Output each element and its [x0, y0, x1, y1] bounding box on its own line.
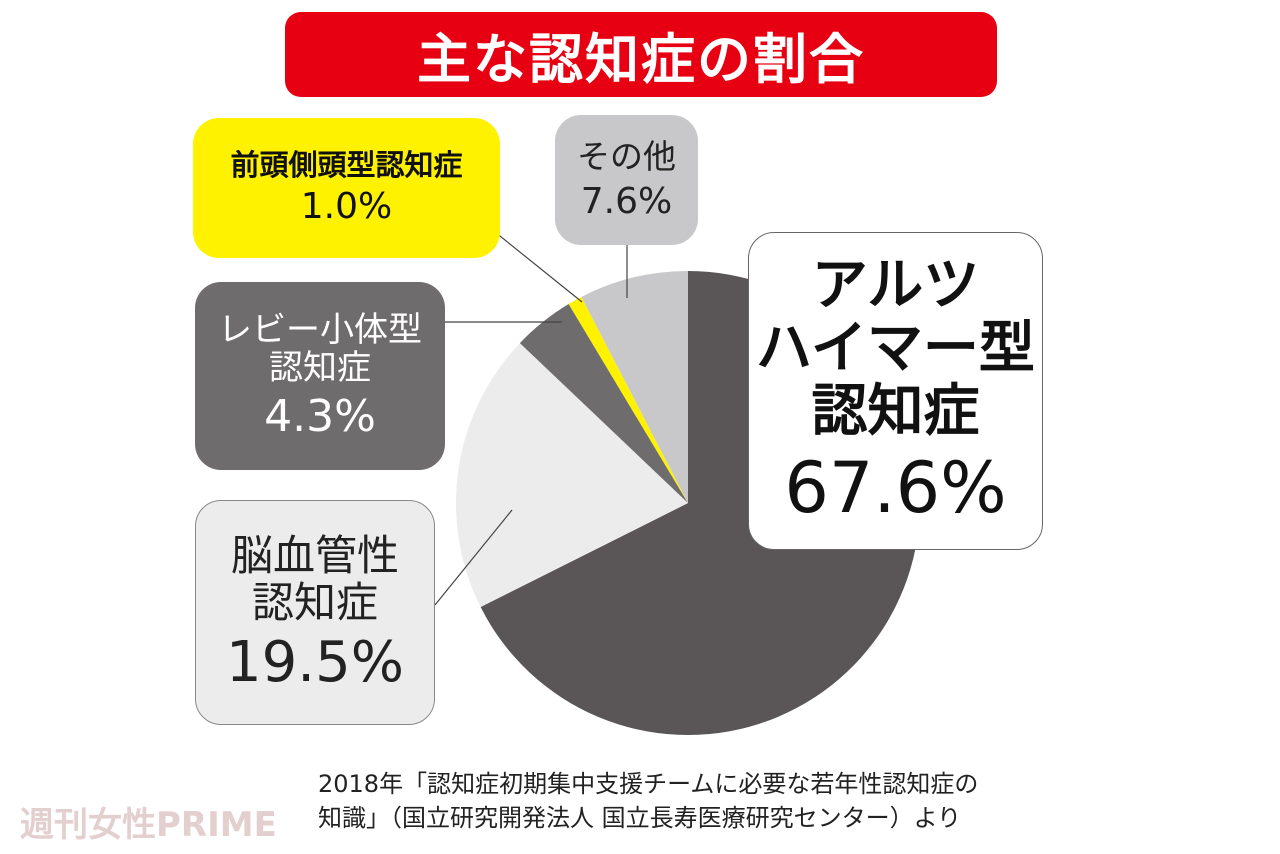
chart-title: 主な認知症の割合	[285, 12, 997, 97]
category-label: その他	[577, 139, 676, 176]
label-box: 脳血管性 認知症19.5%	[195, 500, 435, 725]
category-label: 脳血管性 認知症	[231, 532, 399, 626]
source-note: 2018年「認知症初期集中支援チームに必要な若年性認知症の 知識」（国立研究開発…	[318, 768, 1138, 835]
category-label: レビー小体型 認知症	[218, 311, 422, 387]
label-box: 前頭側頭型認知症 1.0%	[193, 118, 500, 258]
label-box: アルツ ハイマー型 認知症67.6%	[748, 232, 1043, 550]
value-label: 19.5%	[226, 632, 404, 694]
value-label: 1.0%	[301, 187, 392, 227]
category-label: アルツ ハイマー型 認知症	[756, 255, 1035, 443]
label-box: その他 7.6%	[555, 115, 698, 245]
value-label: 67.6%	[784, 450, 1006, 527]
value-label: 7.6%	[581, 182, 672, 222]
label-box: レビー小体型 認知症 4.3%	[195, 282, 445, 470]
watermark: 週刊女性PRIME	[20, 797, 277, 846]
value-label: 4.3%	[264, 393, 376, 441]
category-label: 前頭側頭型認知症	[230, 149, 462, 181]
